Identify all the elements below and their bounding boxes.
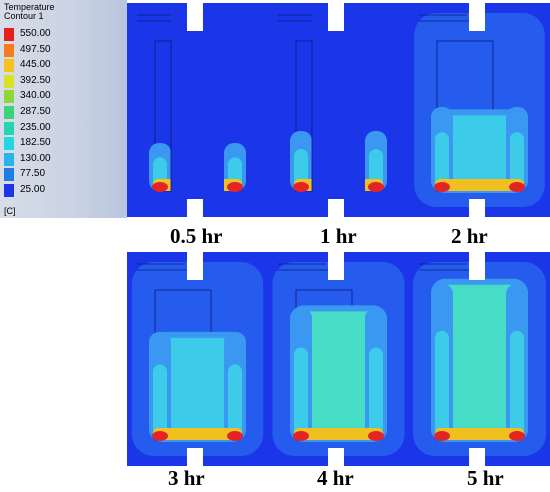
legend-tick-label: 550.00	[20, 28, 51, 39]
legend-swatch	[4, 168, 14, 182]
legend-subtitle: Contour 1	[4, 11, 44, 21]
container-body	[312, 3, 365, 193]
legend-swatch	[4, 152, 14, 166]
legend-swatch	[4, 184, 14, 197]
nozzle-gap-top	[328, 3, 344, 31]
legend-swatch	[4, 106, 14, 119]
container-body	[171, 3, 224, 193]
legend-tick-label: 392.50	[20, 74, 51, 86]
heated-zone-inner	[157, 337, 238, 438]
legend-swatch	[4, 90, 14, 104]
nozzle-gap-bottom	[469, 199, 485, 217]
contour-panel-5-hr	[409, 252, 550, 466]
nozzle-gap-bottom	[328, 199, 344, 217]
hot-bottom-band	[435, 179, 524, 191]
nozzle-gap-bottom	[469, 448, 485, 466]
legend-swatch	[4, 121, 14, 135]
legend-swatch	[4, 59, 14, 73]
hot-spot-left	[293, 431, 309, 441]
legend-tick-label: 287.50	[20, 106, 51, 117]
hot-spot-right	[509, 182, 525, 192]
hot-spot-left	[293, 182, 309, 192]
contour-panel-3-hr	[127, 252, 268, 466]
hot-spot-right	[368, 182, 384, 192]
hot-spot-left	[434, 182, 450, 192]
hot-spot-left	[152, 431, 168, 441]
heat-plume-core	[153, 364, 167, 440]
heated-zone-inner	[298, 311, 379, 438]
caption-1-hr: 1 hr	[320, 224, 357, 248]
nozzle-gap-top	[469, 3, 485, 31]
hot-spot-right	[509, 431, 525, 441]
hot-spot-right	[368, 431, 384, 441]
contour-panel-2-hr	[409, 0, 550, 220]
nozzle-gap-top	[328, 252, 344, 280]
legend-tick-label: 445.00	[20, 59, 51, 71]
nozzle-gap-top	[187, 3, 203, 31]
legend-tick-label: 77.50	[20, 168, 46, 180]
temperature-legend: Temperature Contour 1 550.00 497.50 445.00…	[0, 0, 127, 218]
heat-plume-core	[228, 364, 242, 440]
legend-tick-label: 235.00	[20, 121, 51, 133]
hot-spot-left	[152, 182, 168, 192]
legend-title: Temperature	[4, 2, 55, 12]
legend-swatch	[4, 74, 14, 88]
contour-panel-4-hr	[268, 252, 409, 466]
hot-bottom-band	[294, 428, 383, 440]
heat-plume-core	[435, 132, 449, 191]
contour-panel-0-5-hr	[127, 0, 268, 220]
caption-0-5-hr: 0.5 hr	[170, 224, 223, 248]
heat-plume-core	[510, 330, 524, 440]
nozzle-gap-bottom	[187, 199, 203, 217]
caption-3-hr: 3 hr	[168, 466, 205, 490]
hot-spot-right	[227, 431, 243, 441]
heated-zone-inner	[439, 284, 520, 438]
nozzle-gap-top	[469, 252, 485, 280]
legend-tick-label: 182.50	[20, 137, 51, 149]
hot-bottom-band	[153, 428, 242, 440]
nozzle-gap-bottom	[328, 448, 344, 466]
heat-plume-core	[369, 347, 383, 440]
hot-spot-left	[434, 431, 450, 441]
heat-plume-core	[294, 347, 308, 440]
legend-tick-label: 340.00	[20, 90, 51, 102]
heated-zone-inner	[439, 115, 520, 189]
nozzle-gap-top	[187, 252, 203, 280]
legend-tick-label: 497.50	[20, 43, 51, 55]
legend-swatch	[4, 43, 14, 57]
nozzle-gap-bottom	[187, 448, 203, 466]
heat-plume-core	[510, 132, 524, 191]
legend-swatch	[4, 28, 14, 41]
hot-bottom-band	[435, 428, 524, 440]
hot-spot-right	[227, 182, 243, 192]
caption-4-hr: 4 hr	[317, 466, 354, 490]
legend-swatch	[4, 137, 14, 151]
legend-tick-label: 25.00	[20, 184, 46, 195]
heat-plume-core	[435, 330, 449, 440]
caption-2-hr: 2 hr	[451, 224, 488, 248]
caption-5-hr: 5 hr	[467, 466, 504, 490]
contour-panel-1-hr	[268, 0, 409, 220]
legend-unit: [C]	[4, 206, 16, 216]
legend-tick-label: 130.00	[20, 152, 51, 164]
